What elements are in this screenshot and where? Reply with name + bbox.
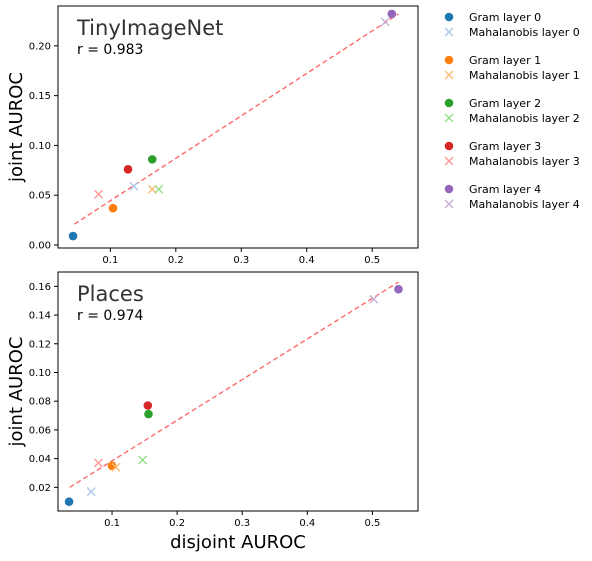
point-gram-layer-4 <box>394 284 403 294</box>
legend-item: Mahalanobis layer 4 <box>444 198 580 211</box>
fit-line <box>69 281 399 488</box>
point-gram-layer-2 <box>144 409 153 419</box>
marker-stroke <box>86 487 96 497</box>
y-tick-label: 0.04 <box>29 454 51 465</box>
y-tick-label: 0.05 <box>29 191 51 202</box>
axes-frame <box>57 5 419 249</box>
axes-frame <box>57 271 419 512</box>
y-tick-label: 0.00 <box>29 241 51 252</box>
point-mahalanobis-layer-1 <box>147 184 157 194</box>
legend-label: Mahalanobis layer 0 <box>469 26 580 39</box>
legend-label: Mahalanobis layer 1 <box>469 69 580 82</box>
legend-item: Gram layer 0 <box>444 11 541 24</box>
legend-item: Gram layer 3 <box>444 140 541 153</box>
panel-1: 0.1 0.2 0.3 0.4 0.5 0.00 0.05 0.10 0.15 0.20 joint… <box>6 5 419 266</box>
legend-label: Gram layer 3 <box>469 140 541 153</box>
x-tick-label: 0.2 <box>168 255 184 266</box>
point-gram-layer-2 <box>147 155 157 164</box>
y-tick-label: 0.02 <box>29 483 51 494</box>
marker-stroke <box>94 189 104 199</box>
panel-2: 0.1 0.2 0.3 0.4 0.5 0.02 0.04 0.06 0.08 0.10 0.12 0… <box>6 271 419 553</box>
y-tick-label: 0.10 <box>29 141 51 152</box>
legend-label: Mahalanobis layer 3 <box>469 155 580 168</box>
legend-marker <box>444 141 454 151</box>
x-tick-label: 0.3 <box>234 518 250 529</box>
marker-stroke <box>138 455 148 465</box>
legend-label: Gram layer 0 <box>469 11 541 24</box>
y-tick-label: 0.10 <box>29 368 51 379</box>
legend-marker <box>444 113 454 123</box>
point-mahalanobis-layer-2 <box>154 184 164 194</box>
legend-item: Mahalanobis layer 2 <box>444 112 580 125</box>
x-tick-label: 0.4 <box>299 518 315 529</box>
legend-marker <box>444 199 454 209</box>
legend-item: Gram layer 4 <box>444 183 541 196</box>
point-gram-layer-3 <box>143 401 153 410</box>
legend-item: Gram layer 2 <box>444 97 541 110</box>
x-tick-label: 0.4 <box>299 255 315 266</box>
marker-stroke <box>129 181 139 191</box>
legend-marker <box>444 98 454 108</box>
legend-marker <box>444 156 454 166</box>
legend-item: Mahalanobis layer 3 <box>444 155 580 168</box>
legend-marker <box>444 184 454 194</box>
marker-stroke <box>147 184 157 194</box>
y-tick-label: 0.08 <box>29 397 51 408</box>
point-gram-layer-4 <box>387 9 397 19</box>
legend: Gram layer 0 Mahalanobis layer 0 Gram laye… <box>444 11 580 211</box>
y-tick-label: 0.12 <box>29 339 51 350</box>
x-tick-label: 0.2 <box>169 518 185 529</box>
point-gram-layer-0 <box>68 231 78 241</box>
y-tick-label: 0.14 <box>29 311 51 322</box>
marker-stroke <box>93 458 103 468</box>
legend-item: Mahalanobis layer 1 <box>444 69 580 82</box>
point-mahalanobis-layer-3 <box>93 458 103 468</box>
y-tick-label: 0.06 <box>29 425 51 436</box>
x-tick-label: 0.5 <box>364 255 380 266</box>
y-tick-label: 0.16 <box>29 282 51 293</box>
legend-label: Mahalanobis layer 2 <box>469 112 580 125</box>
point-mahalanobis-layer-2 <box>138 455 148 465</box>
x-tick-label: 0.1 <box>104 518 120 529</box>
legend-marker <box>444 12 454 22</box>
point-mahalanobis-layer-1 <box>111 462 121 472</box>
point-mahalanobis-layer-0 <box>86 487 96 497</box>
point-gram-layer-0 <box>64 497 74 506</box>
point-mahalanobis-layer-4 <box>369 294 379 304</box>
point-mahalanobis-layer-0 <box>129 181 139 191</box>
legend-item: Mahalanobis layer 0 <box>444 26 580 39</box>
legend-marker <box>444 70 454 80</box>
marker-stroke <box>369 294 379 304</box>
x-tick-label: 0.3 <box>233 255 249 266</box>
marker-stroke <box>154 184 164 194</box>
point-gram-layer-1 <box>107 461 117 471</box>
x-axis-label: disjoint AUROC <box>170 532 306 553</box>
legend-label: Mahalanobis layer 4 <box>469 198 580 211</box>
point-gram-layer-3 <box>123 165 133 174</box>
legend-label: Gram layer 2 <box>469 97 541 110</box>
correlation-annotation: r = 0.974 <box>77 308 144 324</box>
legend-item: Gram layer 1 <box>444 54 541 67</box>
x-tick-label: 0.5 <box>364 518 380 529</box>
x-tick-label: 0.1 <box>102 255 118 266</box>
point-gram-layer-1 <box>108 203 118 213</box>
y-tick-label: 0.20 <box>29 41 51 52</box>
y-tick-label: 0.15 <box>29 91 51 102</box>
y-axis-label: joint AUROC <box>6 72 27 183</box>
point-mahalanobis-layer-3 <box>94 189 104 199</box>
legend-marker <box>444 27 454 37</box>
y-axis-label: joint AUROC <box>6 337 27 448</box>
legend-label: Gram layer 1 <box>469 54 541 67</box>
correlation-annotation: r = 0.983 <box>77 42 143 58</box>
legend-label: Gram layer 4 <box>469 183 541 196</box>
panel-title: TinyImageNet <box>76 16 223 40</box>
panel-title: Places <box>77 282 144 306</box>
marker-stroke <box>380 17 390 27</box>
fit-line <box>73 13 399 225</box>
marker-stroke <box>111 462 121 472</box>
legend-marker <box>444 55 454 65</box>
point-mahalanobis-layer-4 <box>380 17 390 27</box>
